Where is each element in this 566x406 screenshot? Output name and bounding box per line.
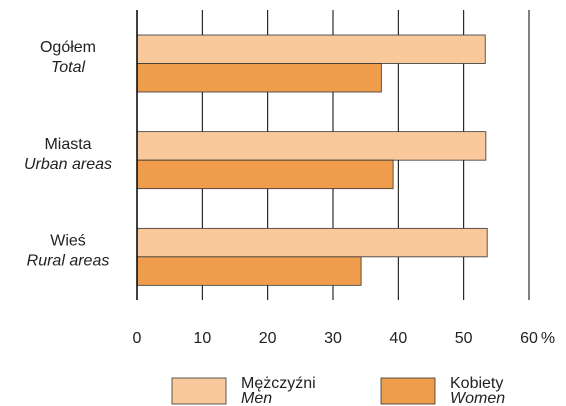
y-tick-label-en: Rural areas: [27, 253, 110, 270]
legend-label-en: Men: [241, 390, 272, 406]
y-tick-label-en: Total: [51, 59, 86, 76]
bar: [136, 256, 362, 286]
bar: [136, 63, 382, 93]
x-tick-label: 0: [133, 330, 142, 347]
x-tick-label: 10: [193, 330, 211, 347]
legend-swatch: [171, 377, 227, 405]
legend-label: Kobiety: [450, 375, 503, 392]
x-tick-label: 30: [324, 330, 342, 347]
legend-label-en: Women: [450, 390, 505, 406]
x-tick-label: 20: [259, 330, 277, 347]
y-tick-label-en: Urban areas: [24, 156, 112, 173]
x-axis-label: %: [541, 330, 555, 347]
x-tick-label: 60: [520, 330, 538, 347]
bar: [136, 159, 394, 190]
legend-label: Mężczyźni: [241, 375, 316, 392]
y-tick-label: Ogółem: [40, 39, 96, 56]
y-tick-label: Wieś: [50, 233, 86, 250]
y-tick-label: Miasta: [44, 136, 91, 153]
bar: [136, 131, 487, 161]
x-tick-label: 40: [389, 330, 407, 347]
x-tick-label: 50: [455, 330, 473, 347]
bar: [136, 227, 488, 258]
bar: [136, 34, 486, 64]
legend-swatch: [380, 377, 436, 405]
